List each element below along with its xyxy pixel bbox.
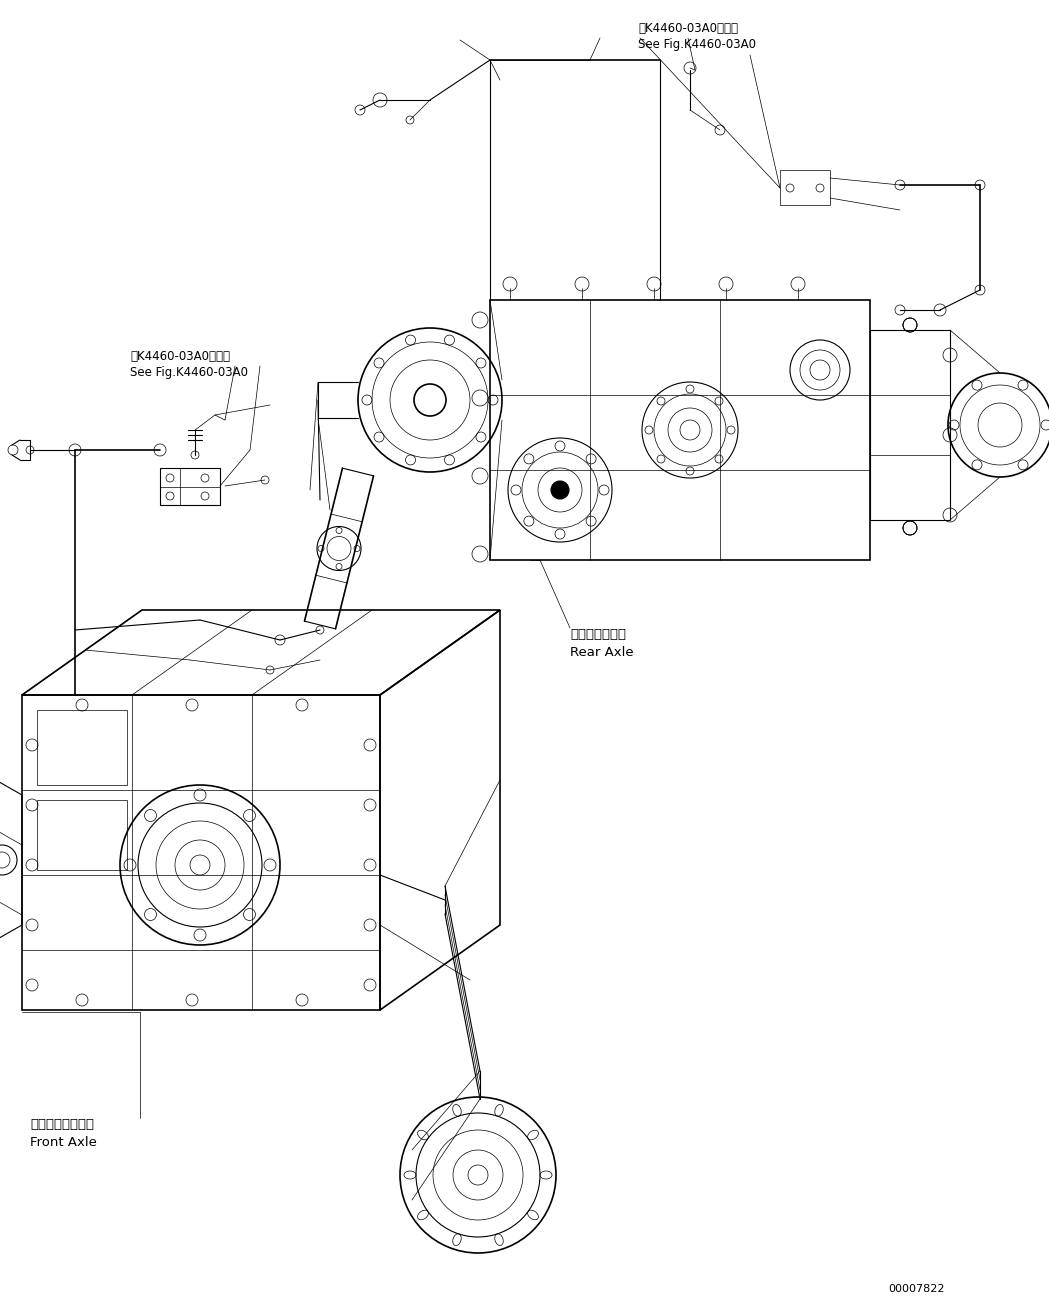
Text: 00007822: 00007822 (889, 1284, 944, 1294)
Circle shape (551, 481, 569, 500)
Text: リヤーアクスル: リヤーアクスル (570, 628, 626, 641)
Text: 第K4460-03A0図参照: 第K4460-03A0図参照 (638, 22, 738, 35)
Text: Front Axle: Front Axle (30, 1136, 97, 1149)
Text: See Fig.K4460-03A0: See Fig.K4460-03A0 (130, 366, 248, 379)
Text: 第K4460-03A0図参照: 第K4460-03A0図参照 (130, 350, 230, 363)
Text: Rear Axle: Rear Axle (570, 647, 634, 660)
Text: See Fig.K4460-03A0: See Fig.K4460-03A0 (638, 38, 756, 51)
Text: フロントアクスル: フロントアクスル (30, 1118, 94, 1131)
